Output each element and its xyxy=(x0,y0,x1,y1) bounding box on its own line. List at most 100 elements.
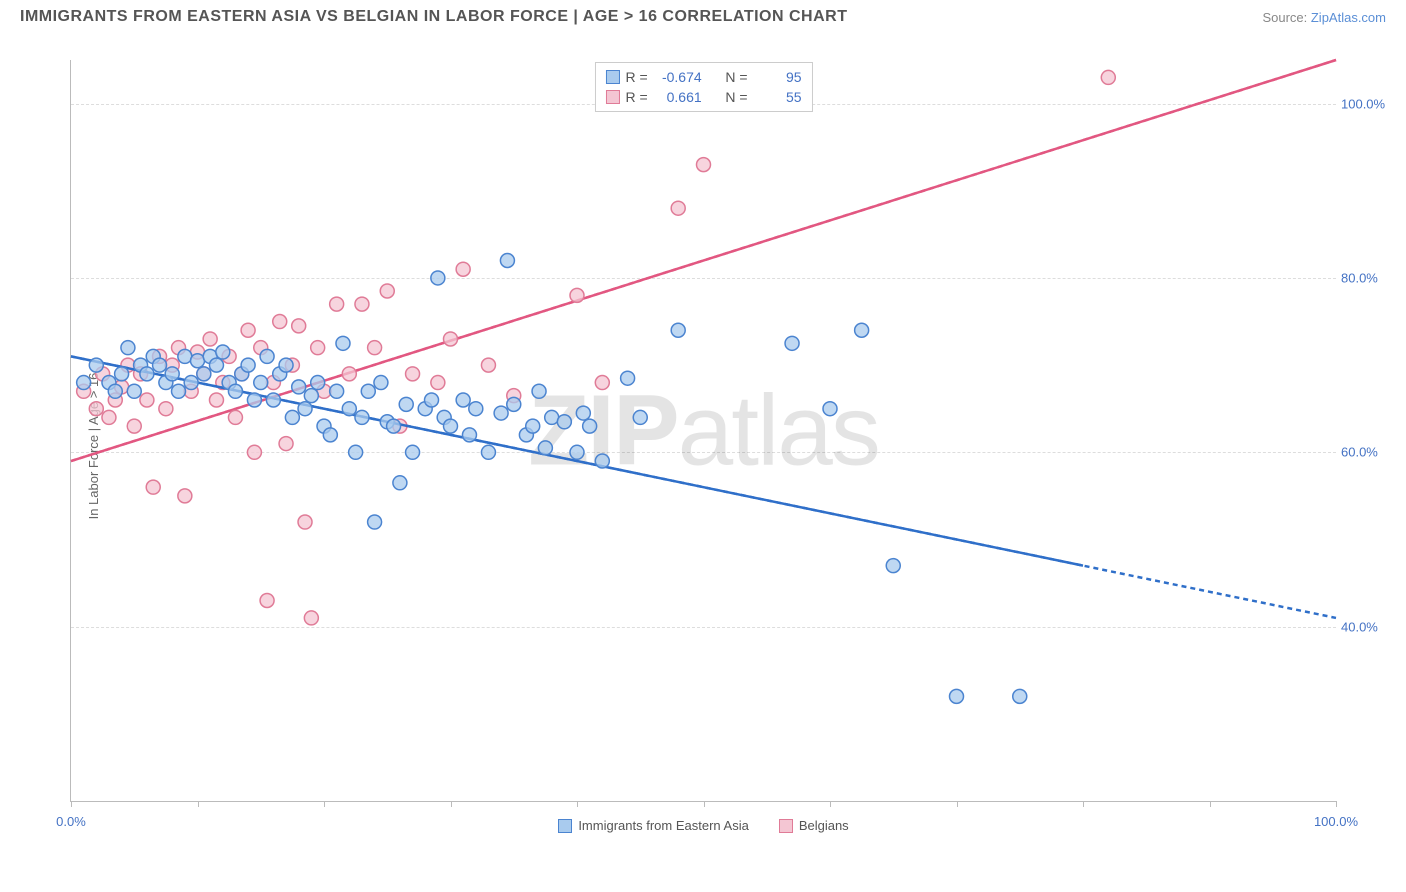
data-point-belgians xyxy=(1101,70,1115,84)
legend-swatch-icon xyxy=(779,819,793,833)
legend-swatch-icon xyxy=(558,819,572,833)
data-point-eastern_asia xyxy=(197,367,211,381)
data-point-eastern_asia xyxy=(279,358,293,372)
correlation-legend-row: R =-0.674 N =95 xyxy=(605,67,801,87)
legend-label: Belgians xyxy=(799,818,849,833)
data-point-eastern_asia xyxy=(77,376,91,390)
legend-item: Belgians xyxy=(779,818,849,833)
data-point-eastern_asia xyxy=(393,476,407,490)
data-point-eastern_asia xyxy=(368,515,382,529)
data-point-eastern_asia xyxy=(89,358,103,372)
x-tick xyxy=(451,801,452,807)
data-point-belgians xyxy=(311,341,325,355)
data-point-eastern_asia xyxy=(127,384,141,398)
data-point-eastern_asia xyxy=(108,384,122,398)
y-tick-label: 80.0% xyxy=(1341,270,1386,285)
correlation-legend-row: R =0.661 N =55 xyxy=(605,87,801,107)
data-point-eastern_asia xyxy=(254,376,268,390)
data-point-eastern_asia xyxy=(247,393,261,407)
x-tick xyxy=(1336,801,1337,807)
data-point-eastern_asia xyxy=(387,419,401,433)
data-point-eastern_asia xyxy=(172,384,186,398)
data-point-eastern_asia xyxy=(336,336,350,350)
data-point-eastern_asia xyxy=(481,445,495,459)
source-link[interactable]: ZipAtlas.com xyxy=(1311,10,1386,25)
data-point-eastern_asia xyxy=(500,254,514,268)
data-point-eastern_asia xyxy=(178,349,192,363)
data-point-eastern_asia xyxy=(330,384,344,398)
y-tick-label: 40.0% xyxy=(1341,619,1386,634)
data-point-belgians xyxy=(89,402,103,416)
data-point-belgians xyxy=(298,515,312,529)
data-point-belgians xyxy=(355,297,369,311)
regression-line-eastern_asia xyxy=(71,356,1083,565)
data-point-belgians xyxy=(127,419,141,433)
x-tick xyxy=(324,801,325,807)
x-tick xyxy=(577,801,578,807)
data-point-eastern_asia xyxy=(355,410,369,424)
data-point-eastern_asia xyxy=(823,402,837,416)
data-point-eastern_asia xyxy=(545,410,559,424)
data-point-eastern_asia xyxy=(570,445,584,459)
data-point-eastern_asia xyxy=(342,402,356,416)
data-point-eastern_asia xyxy=(153,358,167,372)
y-tick-label: 100.0% xyxy=(1341,96,1386,111)
data-point-eastern_asia xyxy=(121,341,135,355)
data-point-eastern_asia xyxy=(285,410,299,424)
correlation-legend: R =-0.674 N =95R =0.661 N =55 xyxy=(594,62,812,112)
n-value: 95 xyxy=(754,69,802,85)
data-point-eastern_asia xyxy=(1013,689,1027,703)
r-value: -0.674 xyxy=(654,69,702,85)
plot-area: ZIPatlas 40.0%60.0%80.0%100.0%0.0%100.0%… xyxy=(70,60,1336,802)
data-point-belgians xyxy=(380,284,394,298)
data-point-belgians xyxy=(671,201,685,215)
data-point-belgians xyxy=(595,376,609,390)
data-point-eastern_asia xyxy=(583,419,597,433)
data-point-belgians xyxy=(481,358,495,372)
x-tick xyxy=(198,801,199,807)
data-point-eastern_asia xyxy=(260,349,274,363)
data-point-eastern_asia xyxy=(298,402,312,416)
data-point-belgians xyxy=(146,480,160,494)
data-point-belgians xyxy=(159,402,173,416)
data-point-eastern_asia xyxy=(191,354,205,368)
data-point-eastern_asia xyxy=(140,367,154,381)
data-point-eastern_asia xyxy=(494,406,508,420)
chart-source: Source: ZipAtlas.com xyxy=(1262,10,1386,25)
data-point-eastern_asia xyxy=(462,428,476,442)
data-point-eastern_asia xyxy=(469,402,483,416)
data-point-eastern_asia xyxy=(399,397,413,411)
data-point-belgians xyxy=(456,262,470,276)
data-point-eastern_asia xyxy=(304,389,318,403)
data-point-eastern_asia xyxy=(311,376,325,390)
data-point-belgians xyxy=(279,437,293,451)
data-point-eastern_asia xyxy=(406,445,420,459)
n-label: N = xyxy=(725,69,747,85)
data-point-belgians xyxy=(140,393,154,407)
chart-header: IMMIGRANTS FROM EASTERN ASIA VS BELGIAN … xyxy=(0,0,1406,30)
x-tick xyxy=(1210,801,1211,807)
n-label: N = xyxy=(725,89,747,105)
data-point-belgians xyxy=(241,323,255,337)
data-point-belgians xyxy=(228,410,242,424)
data-point-eastern_asia xyxy=(785,336,799,350)
r-label: R = xyxy=(625,89,647,105)
data-point-belgians xyxy=(342,367,356,381)
data-point-eastern_asia xyxy=(349,445,363,459)
data-point-belgians xyxy=(292,319,306,333)
data-point-belgians xyxy=(304,611,318,625)
r-value: 0.661 xyxy=(654,89,702,105)
data-point-eastern_asia xyxy=(950,689,964,703)
data-point-belgians xyxy=(431,376,445,390)
data-point-eastern_asia xyxy=(115,367,129,381)
data-point-belgians xyxy=(444,332,458,346)
x-tick xyxy=(957,801,958,807)
chart-svg xyxy=(71,60,1336,801)
data-point-eastern_asia xyxy=(671,323,685,337)
data-point-belgians xyxy=(102,410,116,424)
data-point-eastern_asia xyxy=(184,376,198,390)
data-point-eastern_asia xyxy=(526,419,540,433)
data-point-eastern_asia xyxy=(507,397,521,411)
data-point-belgians xyxy=(209,393,223,407)
legend-swatch-icon xyxy=(605,90,619,104)
